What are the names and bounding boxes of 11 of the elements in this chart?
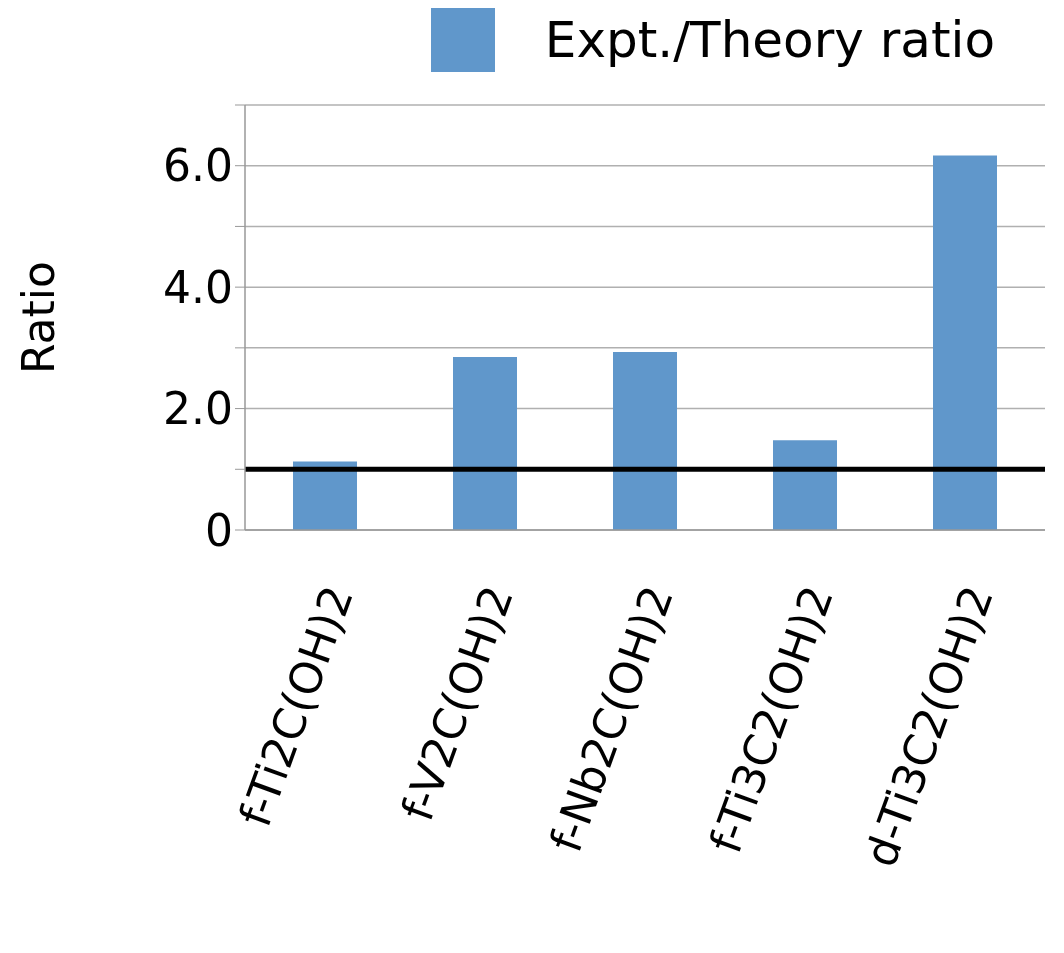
- y-tick-label: 0: [205, 504, 233, 556]
- y-tick-label: 6.0: [163, 140, 233, 192]
- bar: [933, 155, 997, 530]
- bar: [613, 352, 677, 530]
- y-tick-label: 2.0: [163, 383, 233, 435]
- bar: [773, 440, 837, 530]
- bar: [453, 356, 517, 530]
- y-axis-title: Ratio: [12, 261, 64, 374]
- y-tick-label: 4.0: [163, 261, 233, 313]
- bar: [293, 461, 357, 530]
- legend-label: Expt./Theory ratio: [544, 11, 995, 69]
